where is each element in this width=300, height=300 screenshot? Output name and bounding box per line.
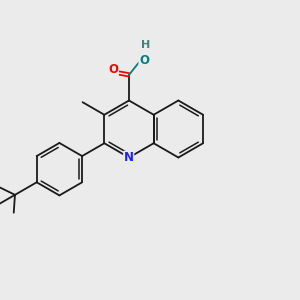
Text: O: O (108, 63, 118, 76)
Text: H: H (141, 40, 150, 50)
Text: O: O (139, 54, 149, 67)
Text: N: N (124, 151, 134, 164)
